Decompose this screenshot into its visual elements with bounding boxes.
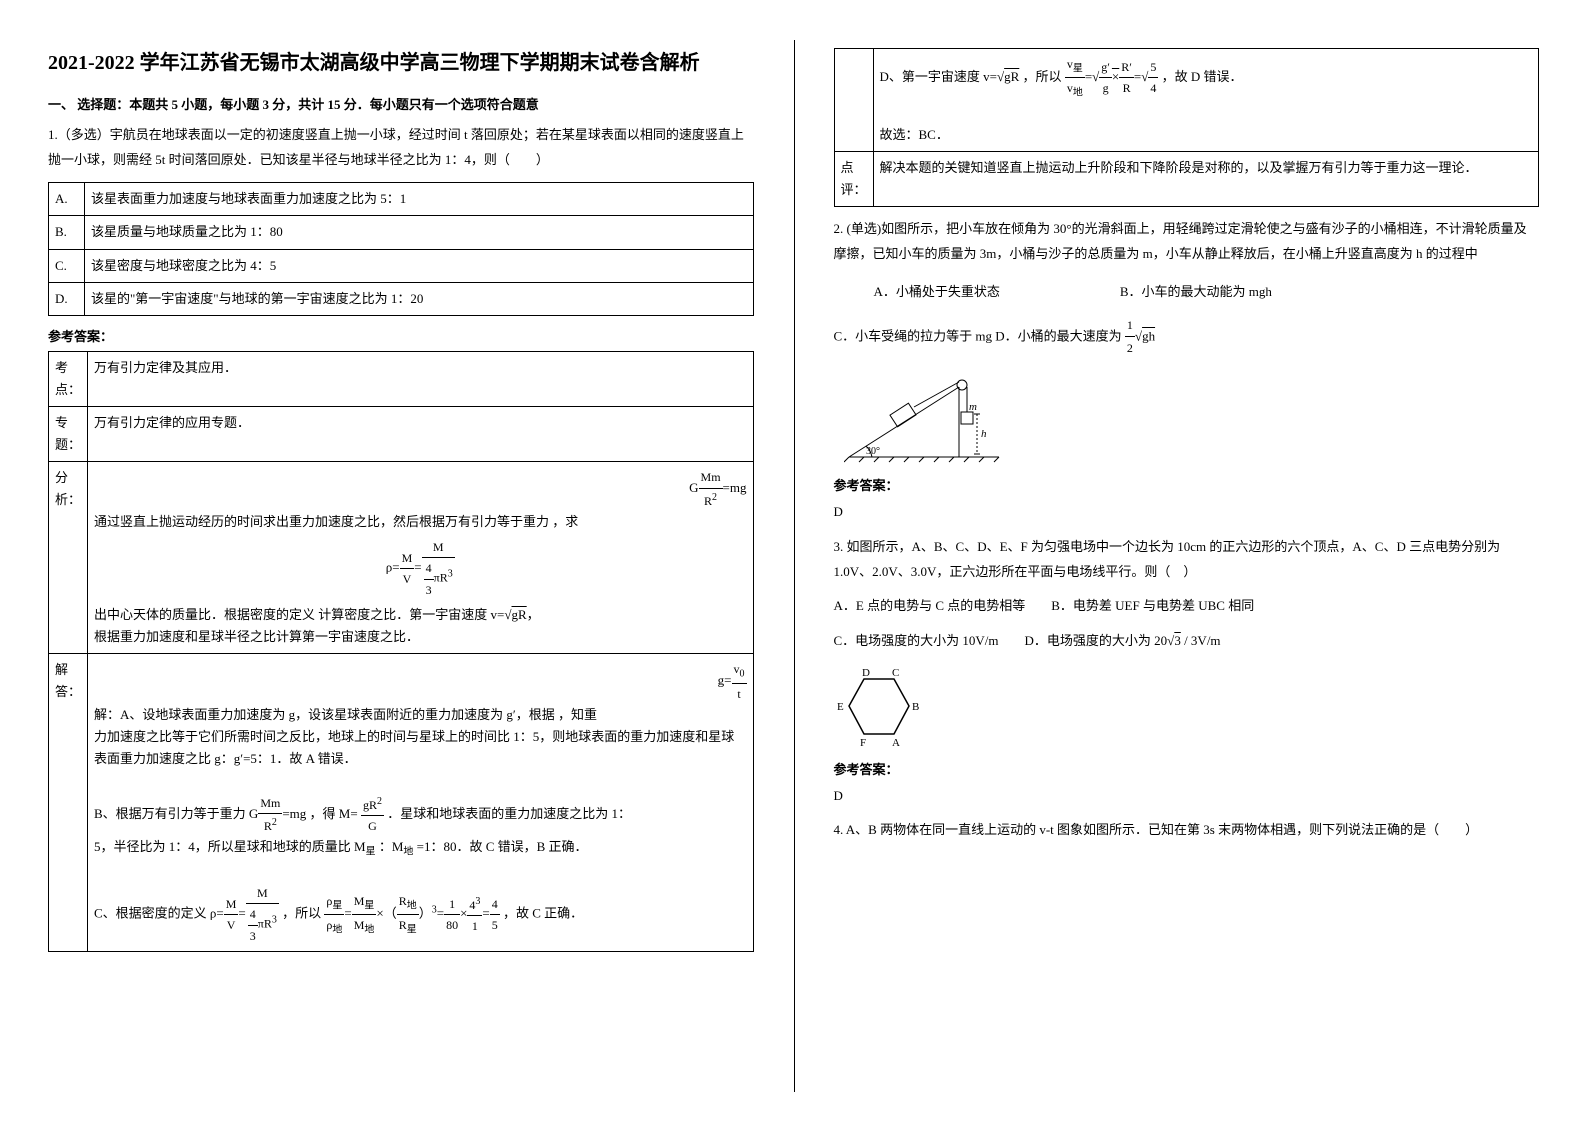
row-label: 分析： <box>49 462 88 654</box>
hex-label-c: C <box>892 667 899 679</box>
hex-label-e: E <box>837 701 844 713</box>
solution-text: ，得 M= <box>310 805 358 820</box>
q1-continued-table: D、第一宇宙速度 v=√gR ，所以 v星v地=√g′g×R′R=√54 ，故 … <box>834 48 1540 207</box>
choice-label: D. <box>49 282 85 315</box>
option-b: B．小车的最大动能为 mgh <box>1120 281 1272 300</box>
table-row: 专题： 万有引力定律的应用专题． <box>49 406 754 461</box>
table-row: 解答： g=v0t 解：A、设地球表面重力加速度为 g，设该星球表面附近的重力加… <box>49 654 754 952</box>
solution-text: C、根据密度的定义 <box>94 906 207 921</box>
solution-text: =1：80．故 C 错误，B 正确． <box>417 839 588 854</box>
analysis-text: 计算密度之比．第一宇宙速度 v= <box>318 607 504 622</box>
solution-text: ，故 C 正确． <box>503 906 583 921</box>
choice-text: 该星表面重力加速度与地球表面重力加速度之比为 5：1 <box>85 183 754 216</box>
choice-text: 该星的"第一宇宙速度"与地球的第一宇宙速度之比为 1：20 <box>85 282 754 315</box>
q2-stem: 2. (单选)如图所示，把小车放在倾角为 30°的光滑斜面上，用轻绳跨过定滑轮使… <box>834 217 1540 266</box>
solution-text: B、根据万有引力等于重力 <box>94 805 246 820</box>
q2-answer: D <box>834 500 1540 525</box>
svg-text:h: h <box>981 428 987 440</box>
table-row: C.该星密度与地球密度之比为 4：5 <box>49 249 754 282</box>
q3-stem: 3. 如图所示，A、B、C、D、E、F 为匀强电场中一个边长为 10cm 的正六… <box>834 535 1540 584</box>
analysis-text: 根据重力加速度和星球半径之比计算第一宇宙速度之比． <box>94 626 747 648</box>
option-a: A．小桶处于失重状态 <box>874 281 1000 300</box>
option-text: C．电场强度的大小为 10V/m D．电场强度的大小为 20 <box>834 633 1168 648</box>
hexagon-svg-icon: D C B A F E <box>834 664 934 749</box>
row-label <box>834 49 873 152</box>
section-1-title: 一、 选择题：本题共 5 小题，每小题 3 分，共计 15 分．每小题只有一个选… <box>48 94 754 113</box>
q1-stem: 1.（多选）宇航员在地球表面以一定的初速度竖直上抛一小球，经过时间 t 落回原处… <box>48 123 754 172</box>
solution-text: ，所以 <box>282 906 321 921</box>
incline-diagram: h m 30° <box>844 372 1540 467</box>
hex-label-b: B <box>912 701 919 713</box>
svg-text:m: m <box>969 401 977 413</box>
q4-stem: 4. A、B 两物体在同一直线上运动的 v‐t 图象如图所示．已知在第 3s 末… <box>834 818 1540 843</box>
row-content: D、第一宇宙速度 v=√gR ，所以 v星v地=√g′g×R′R=√54 ，故 … <box>873 49 1539 152</box>
solution-text: 力加速度之比等于它们所需时间之反比，地球上的时间与星球上的时间比 1：5，则地球… <box>94 726 747 770</box>
incline-svg-icon: h m 30° <box>844 372 1014 467</box>
row-content: 万有引力定律的应用专题． <box>88 406 754 461</box>
table-row: B.该星质量与地球质量之比为 1：80 <box>49 216 754 249</box>
choice-label: C. <box>49 249 85 282</box>
table-row: A.该星表面重力加速度与地球表面重力加速度之比为 5：1 <box>49 183 754 216</box>
formula: ρ=MV=M43πR3 <box>94 537 747 600</box>
choice-label: B. <box>49 216 85 249</box>
row-content: 万有引力定律及其应用． <box>88 351 754 406</box>
table-row: 考点： 万有引力定律及其应用． <box>49 351 754 406</box>
reference-answer-label: 参考答案： <box>834 759 1540 778</box>
q3-answer: D <box>834 784 1540 809</box>
row-label: 专题： <box>49 406 88 461</box>
analysis-text: 通过竖直上抛运动经历的时间求出重力加速度之比，然后根据万有引力等于重力 <box>94 514 552 529</box>
exam-title: 2021-2022 学年江苏省无锡市太湖高级中学高三物理下学期期末试卷含解析 <box>48 48 754 78</box>
choice-label: A. <box>49 183 85 216</box>
solution-text: ．星球和地球表面的重力加速度之比为 1： <box>387 805 631 820</box>
hexagon-diagram: D C B A F E <box>834 664 1540 749</box>
choice-text: 该星密度与地球密度之比为 4：5 <box>85 249 754 282</box>
solution-text: ，故 D 错误． <box>1162 69 1243 84</box>
solution-text: D、第一宇宙速度 v= <box>880 69 997 84</box>
row-content: GMmR2=mg 通过竖直上抛运动经历的时间求出重力加速度之比，然后根据万有引力… <box>88 462 754 654</box>
table-row: 分析： GMmR2=mg 通过竖直上抛运动经历的时间求出重力加速度之比，然后根据… <box>49 462 754 654</box>
analysis-text: ，求 <box>552 514 578 529</box>
row-content: 解决本题的关键知道竖直上抛运动上升阶段和下降阶段是对称的，以及掌握万有引力等于重… <box>873 151 1539 206</box>
table-row: D、第一宇宙速度 v=√gR ，所以 v星v地=√g′g×R′R=√54 ，故 … <box>834 49 1539 152</box>
right-column: D、第一宇宙速度 v=√gR ，所以 v星v地=√g′g×R′R=√54 ，故 … <box>794 0 1587 1122</box>
solution-text: 解：A、设地球表面重力加速度为 g，设该星球表面附近的重力加速度为 g′，根据 <box>94 707 555 722</box>
row-label: 点评： <box>834 151 873 206</box>
table-row: D.该星的"第一宇宙速度"与地球的第一宇宙速度之比为 1：20 <box>49 282 754 315</box>
analysis-text: 出中心天体的质量比．根据密度的定义 <box>94 607 315 622</box>
q1-choices-table: A.该星表面重力加速度与地球表面重力加速度之比为 5：1 B.该星质量与地球质量… <box>48 182 754 315</box>
hex-label-d: D <box>862 667 870 679</box>
solution-text: ：M <box>379 839 404 854</box>
q3-options-cd: C．电场强度的大小为 10V/m D．电场强度的大小为 20√3 / 3V/m <box>834 629 1540 654</box>
q3-options-ab: A．E 点的电势与 C 点的电势相等 B．电势差 UEF 与电势差 UBC 相同 <box>834 594 1540 619</box>
left-column: 2021-2022 学年江苏省无锡市太湖高级中学高三物理下学期期末试卷含解析 一… <box>0 0 794 1122</box>
solution-text: ，知重 <box>558 707 597 722</box>
q1-analysis-table: 考点： 万有引力定律及其应用． 专题： 万有引力定律的应用专题． 分析： GMm… <box>48 351 754 952</box>
option-cd: C．小车受绳的拉力等于 mg D．小桶的最大速度为 <box>834 328 1122 343</box>
hex-label-a: A <box>892 737 900 749</box>
row-label: 解答： <box>49 654 88 952</box>
solution-text: ，所以 <box>1023 69 1062 84</box>
table-row: 点评： 解决本题的关键知道竖直上抛运动上升阶段和下降阶段是对称的，以及掌握万有引… <box>834 151 1539 206</box>
row-label: 考点： <box>49 351 88 406</box>
q2-options-row2: C．小车受绳的拉力等于 mg D．小桶的最大速度为 12√gh <box>834 314 1540 361</box>
solution-text: 5，半径比为 1：4，所以星球和地球的质量比 M <box>94 839 366 854</box>
solution-text: 故选：BC． <box>880 127 949 142</box>
hex-label-f: F <box>860 737 866 749</box>
choice-text: 该星质量与地球质量之比为 1：80 <box>85 216 754 249</box>
reference-answer-label: 参考答案： <box>48 326 754 345</box>
row-content: g=v0t 解：A、设地球表面重力加速度为 g，设该星球表面附近的重力加速度为 … <box>88 654 754 952</box>
reference-answer-label: 参考答案： <box>834 475 1540 494</box>
q2-options-row1: A．小桶处于失重状态 B．小车的最大动能为 mgh <box>874 281 1540 300</box>
option-text: / 3V/m <box>1181 633 1221 648</box>
